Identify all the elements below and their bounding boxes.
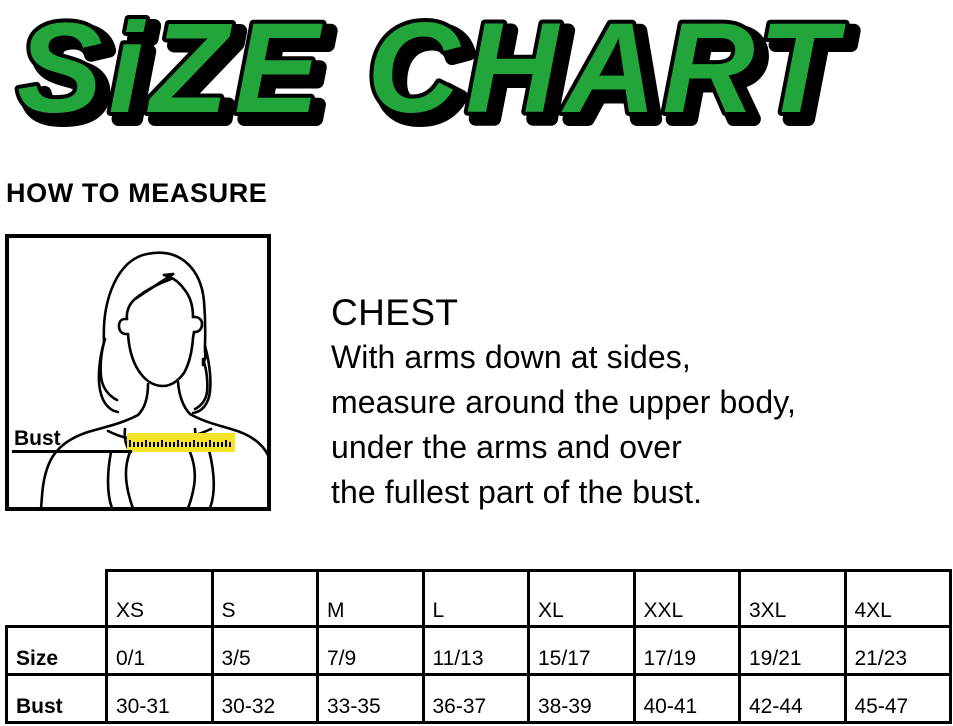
cell-bust-xs: 30-31 bbox=[105, 673, 214, 724]
hair-part-line bbox=[134, 277, 173, 300]
table-corner-blank bbox=[6, 570, 107, 627]
chest-body-line-1: With arms down at sides, bbox=[331, 339, 691, 375]
cell-bust-s: 30-32 bbox=[210, 673, 319, 724]
table-header-m: M bbox=[316, 569, 425, 628]
table-header-s: S bbox=[210, 569, 319, 628]
illustration-frame bbox=[5, 234, 271, 511]
cell-size-3xl: 19/21 bbox=[738, 625, 847, 676]
tape-measure-ticks bbox=[129, 440, 231, 447]
hair-strand-right-lower bbox=[193, 360, 209, 411]
cell-bust-4xl: 45-47 bbox=[843, 673, 952, 724]
size-table: XS S M L XL XXL 3XL 4XL Size 0/1 3/5 7/9… bbox=[5, 569, 952, 724]
chest-heading: CHEST bbox=[331, 292, 459, 333]
cell-bust-xl: 38-39 bbox=[527, 673, 636, 724]
row-label-bust: Bust bbox=[5, 673, 108, 724]
forehead-right bbox=[162, 273, 195, 319]
table-row: Bust 30-31 30-32 33-35 36-37 38-39 40-41… bbox=[5, 673, 952, 724]
hair-right-long bbox=[191, 344, 212, 415]
title-shadow-text: SiZE CHART bbox=[25, 4, 855, 147]
hair-left-long bbox=[97, 337, 120, 414]
torso-side-left bbox=[106, 450, 115, 511]
page-title: SiZE CHART SiZE CHART bbox=[0, 0, 953, 150]
hair-outline-left bbox=[102, 251, 207, 367]
table-header-xxl: XXL bbox=[632, 569, 741, 628]
title-fill-text: SiZE CHART bbox=[17, 0, 847, 140]
cheek-right bbox=[182, 330, 196, 375]
female-figure-lineart bbox=[39, 251, 270, 511]
chest-body-line-3: under the arms and over bbox=[331, 429, 682, 465]
title-shadow-layer: SiZE CHART bbox=[18, 0, 856, 150]
bust-leader-line bbox=[12, 450, 132, 453]
neck-left bbox=[136, 382, 150, 417]
cell-size-s: 3/5 bbox=[210, 625, 319, 676]
torso-side-right bbox=[207, 448, 216, 511]
chest-body-text: With arms down at sides, measure around … bbox=[331, 335, 931, 515]
chest-body-line-4: the fullest part of the bust. bbox=[331, 474, 703, 510]
table-header-l: L bbox=[421, 569, 530, 628]
neck-right bbox=[176, 380, 192, 416]
ear-left bbox=[117, 317, 130, 336]
cell-size-xxl: 17/19 bbox=[632, 625, 741, 676]
cell-bust-3xl: 42-44 bbox=[738, 673, 847, 724]
cell-size-m: 7/9 bbox=[316, 625, 425, 676]
tape-measure-band bbox=[127, 433, 235, 452]
hairline-top bbox=[162, 272, 175, 277]
measure-illustration bbox=[5, 234, 271, 511]
table-header-row: XS S M L XL XXL 3XL 4XL bbox=[6, 569, 952, 628]
bust-contour-left bbox=[123, 427, 136, 511]
jawline bbox=[126, 332, 186, 388]
how-to-measure-heading: HOW TO MEASURE bbox=[6, 178, 268, 208]
shoulder-right bbox=[188, 412, 270, 457]
size-chart-table: XS S M L XL XXL 3XL 4XL Size 0/1 3/5 7/9… bbox=[5, 569, 952, 724]
table-header-xl: XL bbox=[527, 569, 636, 628]
cell-bust-m: 33-35 bbox=[316, 673, 425, 724]
chest-body-line-2: measure around the upper body, bbox=[331, 384, 796, 420]
cell-bust-xxl: 40-41 bbox=[632, 673, 741, 724]
cell-size-l: 11/13 bbox=[421, 625, 530, 676]
bust-callout-label: Bust bbox=[14, 427, 61, 450]
row-label-size: Size bbox=[5, 625, 108, 676]
table-header-xs: XS bbox=[105, 569, 214, 628]
shoulder-left bbox=[39, 413, 140, 511]
table-header-3xl: 3XL bbox=[738, 569, 847, 628]
cell-size-4xl: 21/23 bbox=[843, 625, 952, 676]
cell-size-xl: 15/17 bbox=[527, 625, 636, 676]
ear-right bbox=[191, 315, 204, 334]
chest-description-block: CHEST With arms down at sides, measure a… bbox=[331, 291, 931, 515]
title-main-layer: SiZE CHART bbox=[13, 0, 847, 144]
cell-bust-l: 36-37 bbox=[421, 673, 530, 724]
table-header-4xl: 4XL bbox=[843, 569, 952, 628]
table-row: Size 0/1 3/5 7/9 11/13 15/17 17/19 19/21… bbox=[5, 625, 952, 676]
face-hairline-sweep bbox=[125, 272, 175, 321]
cell-size-xs: 0/1 bbox=[105, 625, 214, 676]
